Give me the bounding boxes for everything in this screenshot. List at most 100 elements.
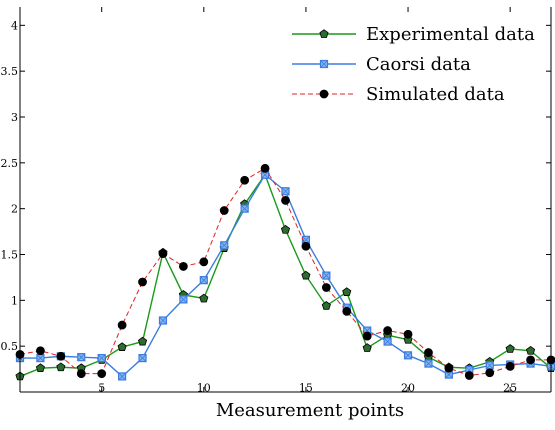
data-point-simulated-data — [505, 361, 515, 371]
data-point-simulated-data — [424, 348, 433, 357]
square-marker-cross — [77, 353, 86, 361]
data-point-simulated-data — [321, 283, 331, 292]
data-point-experimental-data — [505, 344, 515, 353]
data-point-simulated-data — [403, 329, 413, 339]
data-point-simulated-data — [97, 369, 107, 379]
square-marker-cross — [445, 370, 453, 379]
x-tick-label: 20 — [401, 382, 415, 395]
legend-label-simulated-data: Simulated data — [366, 84, 505, 105]
data-point-caorsi-data — [36, 353, 45, 363]
data-point-simulated-data — [281, 196, 290, 205]
square-marker-cross — [138, 354, 147, 362]
data-point-simulated-data — [117, 320, 127, 330]
data-point-caorsi-data — [424, 359, 433, 368]
data-point-caorsi-data — [77, 353, 86, 362]
legend-marker-simulated-data — [319, 89, 329, 99]
data-point-experimental-data — [117, 342, 127, 351]
data-point-experimental-data — [301, 270, 311, 280]
y-tick-label: 3 — [11, 111, 18, 124]
x-axis-title: Measurement points — [216, 400, 404, 421]
y-tick-label: 1 — [11, 294, 18, 307]
legend-item-experimental-data: Experimental data — [292, 24, 535, 45]
x-tick-label: 15 — [299, 382, 313, 395]
data-point-simulated-data — [138, 277, 147, 287]
data-point-caorsi-data — [158, 316, 168, 325]
data-point-caorsi-data — [322, 271, 331, 280]
square-marker-cross — [200, 276, 208, 284]
data-point-simulated-data — [485, 368, 495, 378]
data-point-simulated-data — [219, 206, 229, 215]
data-point-caorsi-data — [240, 204, 249, 213]
square-marker-cross — [118, 372, 126, 381]
data-point-experimental-data — [342, 287, 352, 296]
square-marker-cross — [322, 271, 331, 280]
series-line-caorsi-data — [20, 173, 552, 378]
data-point-simulated-data — [56, 351, 66, 361]
x-tick-label: 5 — [98, 382, 105, 395]
series-line-experimental-data — [19, 173, 552, 378]
square-marker-cross — [97, 354, 106, 362]
data-point-simulated-data — [342, 306, 352, 316]
x-tick-label: 10 — [197, 382, 211, 395]
data-point-caorsi-data — [97, 353, 106, 363]
data-point-simulated-data — [301, 241, 311, 251]
y-tick-label: 0.5 — [1, 340, 19, 353]
y-tick-label: 1.5 — [1, 249, 19, 262]
square-marker-cross — [36, 354, 45, 362]
square-marker-cross — [159, 316, 167, 325]
series-line-simulated-data — [19, 167, 551, 377]
data-point-caorsi-data — [199, 276, 208, 285]
square-marker-cross — [424, 359, 433, 368]
legend-item-caorsi-data: Caorsi data — [292, 54, 471, 75]
data-point-caorsi-data — [138, 353, 147, 363]
data-point-simulated-data — [383, 326, 393, 335]
square-marker-cross — [261, 170, 269, 179]
square-marker-cross — [485, 361, 494, 370]
data-point-caorsi-data — [118, 372, 127, 381]
legend-item-simulated-data: Simulated data — [292, 84, 505, 105]
data-point-experimental-data — [199, 293, 209, 303]
data-point-simulated-data — [362, 331, 372, 341]
legend-marker-caorsi-data — [319, 59, 329, 69]
data-point-experimental-data — [362, 343, 372, 352]
data-point-simulated-data — [178, 262, 188, 271]
legend-label-caorsi-data: Caorsi data — [366, 54, 471, 75]
legend: Experimental data Caorsi data Simulated da… — [292, 24, 535, 105]
square-marker-cross — [240, 204, 249, 213]
y-tick-label: 4 — [11, 19, 18, 32]
data-point-simulated-data — [76, 369, 86, 379]
data-point-caorsi-data — [179, 295, 188, 304]
square-marker-cross — [179, 295, 188, 304]
legend-label-experimental-data: Experimental data — [366, 24, 535, 45]
data-point-experimental-data — [280, 224, 291, 234]
data-point-caorsi-data — [383, 337, 392, 346]
data-point-simulated-data — [444, 363, 454, 373]
plot-area — [15, 163, 555, 381]
data-point-caorsi-data — [281, 187, 290, 196]
data-point-simulated-data — [199, 257, 209, 267]
square-marker-cross — [220, 241, 229, 250]
data-point-simulated-data — [464, 371, 474, 380]
series-simulated-data — [15, 163, 555, 380]
data-point-simulated-data — [36, 346, 45, 356]
data-point-simulated-data — [260, 163, 270, 173]
data-point-simulated-data — [526, 355, 535, 365]
axes: 5 10 15 20 25 0.5 1 1.5 2 2.5 3 3.5 4 — [1, 7, 552, 395]
x-tick-label: 25 — [503, 382, 517, 395]
square-marker-cross — [383, 337, 392, 346]
data-point-caorsi-data — [403, 351, 413, 360]
data-point-caorsi-data — [485, 361, 494, 370]
square-marker-cross — [320, 60, 328, 68]
data-point-experimental-data — [137, 336, 148, 346]
data-point-caorsi-data — [220, 241, 229, 250]
data-point-experimental-data — [35, 363, 45, 373]
data-point-experimental-data — [56, 362, 66, 372]
data-point-experimental-data — [526, 345, 536, 355]
y-tick-label: 3.5 — [1, 65, 19, 78]
square-marker-cross — [281, 187, 290, 196]
square-marker-cross — [404, 351, 412, 360]
y-tick-label: 2 — [11, 203, 18, 216]
data-point-simulated-data — [240, 175, 250, 185]
